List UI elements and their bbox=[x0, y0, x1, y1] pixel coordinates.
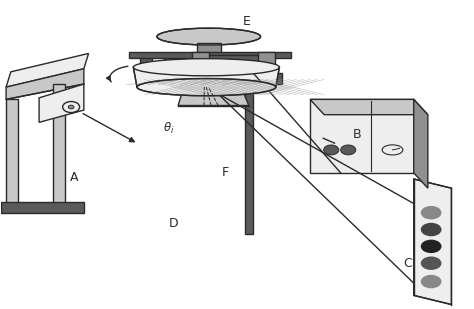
Polygon shape bbox=[136, 73, 282, 84]
Ellipse shape bbox=[157, 28, 261, 45]
Circle shape bbox=[421, 275, 441, 288]
Text: F: F bbox=[222, 166, 229, 179]
Polygon shape bbox=[310, 99, 414, 173]
Polygon shape bbox=[256, 57, 268, 73]
Polygon shape bbox=[140, 57, 152, 73]
Text: D: D bbox=[169, 217, 178, 230]
Ellipse shape bbox=[382, 145, 403, 155]
Polygon shape bbox=[197, 43, 220, 69]
Polygon shape bbox=[53, 84, 65, 205]
Polygon shape bbox=[192, 55, 273, 63]
Polygon shape bbox=[6, 53, 89, 87]
Text: C: C bbox=[403, 257, 412, 270]
Polygon shape bbox=[192, 52, 209, 64]
Polygon shape bbox=[128, 52, 291, 58]
Polygon shape bbox=[310, 99, 428, 115]
Polygon shape bbox=[1, 202, 84, 213]
Circle shape bbox=[421, 206, 441, 219]
Text: B: B bbox=[353, 128, 362, 141]
Polygon shape bbox=[6, 69, 84, 99]
Polygon shape bbox=[246, 57, 253, 234]
Polygon shape bbox=[258, 52, 275, 64]
Circle shape bbox=[421, 256, 441, 270]
Ellipse shape bbox=[133, 59, 279, 76]
Polygon shape bbox=[178, 83, 249, 105]
Text: A: A bbox=[70, 171, 79, 184]
Polygon shape bbox=[414, 179, 451, 305]
Polygon shape bbox=[164, 57, 176, 73]
Polygon shape bbox=[39, 84, 84, 122]
Text: E: E bbox=[243, 15, 250, 28]
Circle shape bbox=[421, 240, 441, 253]
Polygon shape bbox=[414, 99, 428, 188]
Polygon shape bbox=[204, 63, 237, 83]
Circle shape bbox=[68, 105, 74, 109]
Text: $\theta_i$: $\theta_i$ bbox=[163, 121, 174, 136]
Polygon shape bbox=[232, 57, 244, 73]
Circle shape bbox=[324, 145, 339, 155]
Polygon shape bbox=[133, 67, 279, 87]
Ellipse shape bbox=[137, 78, 276, 96]
Circle shape bbox=[421, 223, 441, 236]
Circle shape bbox=[341, 145, 356, 155]
Polygon shape bbox=[6, 99, 18, 205]
